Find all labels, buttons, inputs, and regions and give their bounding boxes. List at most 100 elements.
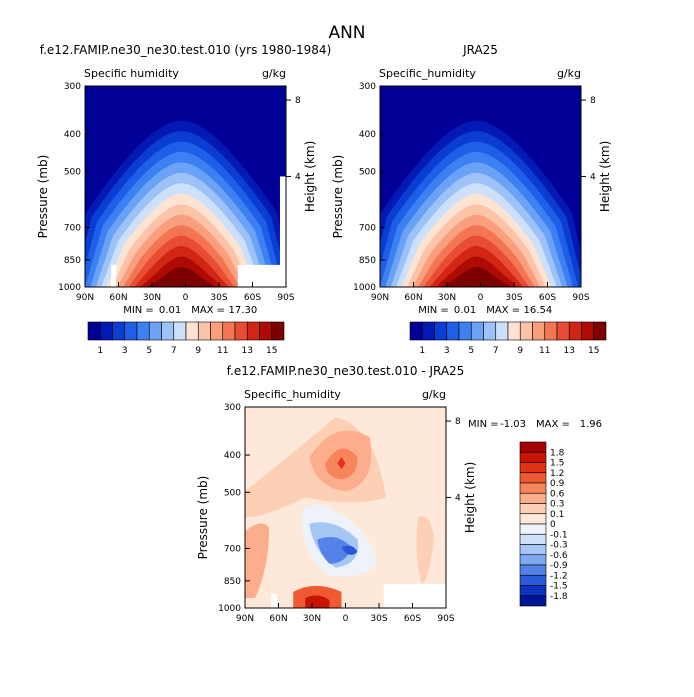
colorbar-swatch (593, 321, 607, 341)
colorbar-swatch (210, 321, 224, 341)
x-tick-label: 30S (210, 293, 227, 303)
colorbar-label: 0.1 (550, 510, 564, 520)
colorbar-label: 1.2 (550, 469, 564, 479)
colorbar-swatch (532, 321, 546, 341)
contour-region-10 (317, 536, 352, 564)
colorbar-swatch (519, 523, 547, 535)
colorbar-swatch (581, 321, 595, 341)
y-tick-label: 300 (359, 82, 376, 92)
x-tick-label: 60S (539, 293, 556, 303)
colorbar-swatch (197, 321, 211, 341)
stat-max-value: 1.96 (580, 419, 602, 430)
x-tick-label: 90N (76, 293, 94, 303)
x-tick-label: 30N (303, 614, 321, 624)
colorbar-label: 1.8 (550, 448, 565, 458)
colorbar-swatch (519, 451, 547, 463)
colorbar-swatch (87, 321, 101, 341)
colorbar-swatch (124, 321, 138, 341)
contour-region-5 (416, 516, 434, 584)
colorbar-label: 3 (122, 346, 128, 356)
colorbar-swatch (434, 321, 448, 341)
colorbar-swatch (99, 321, 113, 341)
page-title: ANN (328, 23, 365, 43)
panel-title: f.e12.FAMIP.ne30_ne30.test.010 - JRA25 (227, 364, 465, 378)
x-tick-label: 90N (236, 614, 254, 624)
colorbar-swatch (519, 321, 533, 341)
colorbar-swatch (470, 321, 484, 341)
colorbar-swatch (112, 321, 126, 341)
colorbar-label: 0 (550, 520, 556, 530)
stat-max-value: 17.30 (229, 305, 258, 316)
colorbar-label: -0.1 (550, 530, 568, 540)
stat-min-value: 0.01 (454, 305, 476, 316)
units-label: g/kg (422, 388, 446, 401)
colorbar-label: 0.6 (550, 489, 565, 499)
colorbar-swatch (495, 321, 509, 341)
colorbar-swatch (556, 321, 570, 341)
height-tick-label: 4 (295, 172, 301, 182)
contour-region-13 (271, 593, 278, 608)
colorbar-label: -1.5 (550, 582, 568, 592)
y-tick-label: 850 (224, 577, 241, 587)
height-tick-label: 4 (590, 172, 596, 182)
colorbar-label: 9 (195, 346, 201, 356)
colorbar-swatch (173, 321, 187, 341)
colorbar-swatch (519, 564, 547, 576)
stat-min-value: 0.01 (159, 305, 181, 316)
y-tick-label: 850 (359, 256, 376, 266)
colorbar-label: 15 (266, 346, 277, 356)
colorbar-swatch (519, 585, 547, 597)
contour-region-7 (305, 595, 330, 608)
height-tick-label: 8 (590, 96, 596, 106)
colorbar-swatch (483, 321, 497, 341)
colorbar-label: -0.6 (550, 551, 568, 561)
contour-region-3 (337, 457, 346, 470)
colorbar-label: 15 (588, 346, 599, 356)
colorbar-swatch (519, 513, 547, 525)
colorbar-swatch (519, 554, 547, 566)
colorbar-swatch (519, 574, 547, 586)
colorbar-label: -1.2 (550, 571, 568, 581)
colorbar-label: 7 (171, 346, 177, 356)
colorbar-swatch (409, 321, 423, 341)
y-axis-label: Pressure (mb) (36, 155, 50, 239)
field-label: Specific_humidity (379, 67, 476, 80)
colorbar: 1 3 5 7 9 11 13 15 (87, 321, 285, 356)
colorbar-swatch (446, 321, 460, 341)
contour-field (245, 407, 446, 608)
colorbar-swatch (246, 321, 260, 341)
stat-min-label: MIN = (418, 305, 449, 316)
field-label: Specific humidity (84, 67, 179, 80)
y-tick-label: 700 (224, 544, 241, 554)
colorbar-label: 1.5 (550, 459, 564, 469)
x-tick-label: 90S (572, 293, 589, 303)
x-tick-label: 30N (143, 293, 161, 303)
y-tick-label: 400 (64, 130, 81, 140)
colorbar-swatch (222, 321, 236, 341)
x-tick-label: 90S (437, 614, 454, 624)
height-tick-label: 8 (295, 96, 301, 106)
y-tick-label: 700 (64, 223, 81, 233)
y-tick-label: 300 (224, 403, 241, 413)
colorbar-label: -1.8 (550, 592, 568, 602)
height-tick-label: 4 (455, 493, 461, 503)
y-tick-label: 500 (224, 488, 241, 498)
contour-field (380, 86, 581, 287)
colorbar-label: -0.9 (550, 561, 568, 571)
x-tick-label: 30S (505, 293, 522, 303)
colorbar-swatch (519, 544, 547, 556)
colorbar: 1.81.51.20.90.60.30.10-0.1-0.3-0.6-0.9-1… (519, 441, 568, 607)
colorbar-swatch (519, 533, 547, 545)
colorbar-swatch (458, 321, 472, 341)
units-label: g/kg (557, 67, 581, 80)
x-tick-label: 0 (183, 293, 189, 303)
y-tick-label: 1000 (353, 283, 376, 293)
x-tick-label: 60N (404, 293, 422, 303)
colorbar-label: 5 (146, 346, 152, 356)
y-tick-label: 300 (64, 82, 81, 92)
colorbar-swatch (507, 321, 521, 341)
y-tick-label: 1000 (58, 283, 81, 293)
panel-title: JRA25 (462, 43, 498, 57)
height-tick-label: 8 (455, 417, 461, 427)
